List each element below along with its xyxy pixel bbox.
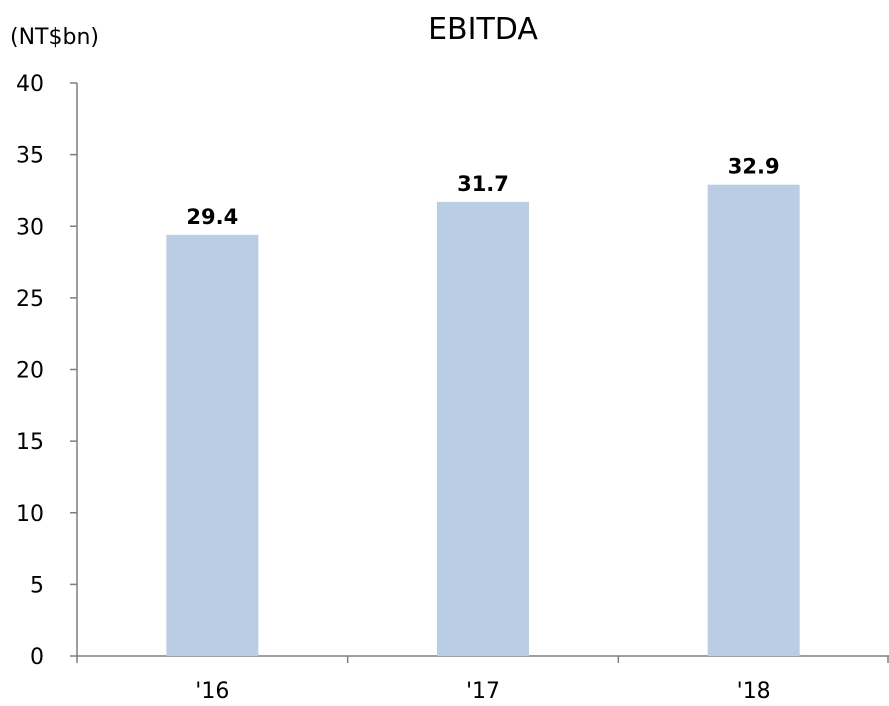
x-tick-label: '16 [195, 679, 229, 704]
y-tick-label: 25 [16, 287, 44, 312]
unit-label: (NT$bn) [10, 25, 99, 50]
y-tick-label: 5 [30, 573, 44, 598]
y-tick-label: 35 [16, 144, 44, 169]
data-label: 31.7 [457, 172, 509, 196]
data-label: 29.4 [186, 205, 238, 229]
x-axis: '16 '17 '18 [76, 655, 889, 704]
chart-title: EBITDA [428, 12, 538, 47]
y-axis: 0 5 10 15 20 25 30 35 40 [16, 72, 78, 670]
data-label: 32.9 [728, 155, 780, 179]
y-tick-label: 30 [16, 215, 44, 240]
y-tick-label: 15 [16, 430, 44, 455]
bar [707, 184, 800, 656]
bars [166, 184, 800, 656]
x-tick-label: '18 [737, 679, 771, 704]
y-tick-label: 0 [30, 645, 44, 670]
y-tick-label: 20 [16, 359, 44, 384]
bar [437, 201, 529, 656]
x-tick-label: '17 [466, 679, 500, 704]
bar [166, 234, 259, 656]
y-tick-label: 10 [16, 502, 44, 527]
y-tick-label: 40 [16, 72, 44, 97]
data-labels: 29.4 31.7 32.9 [186, 155, 779, 229]
